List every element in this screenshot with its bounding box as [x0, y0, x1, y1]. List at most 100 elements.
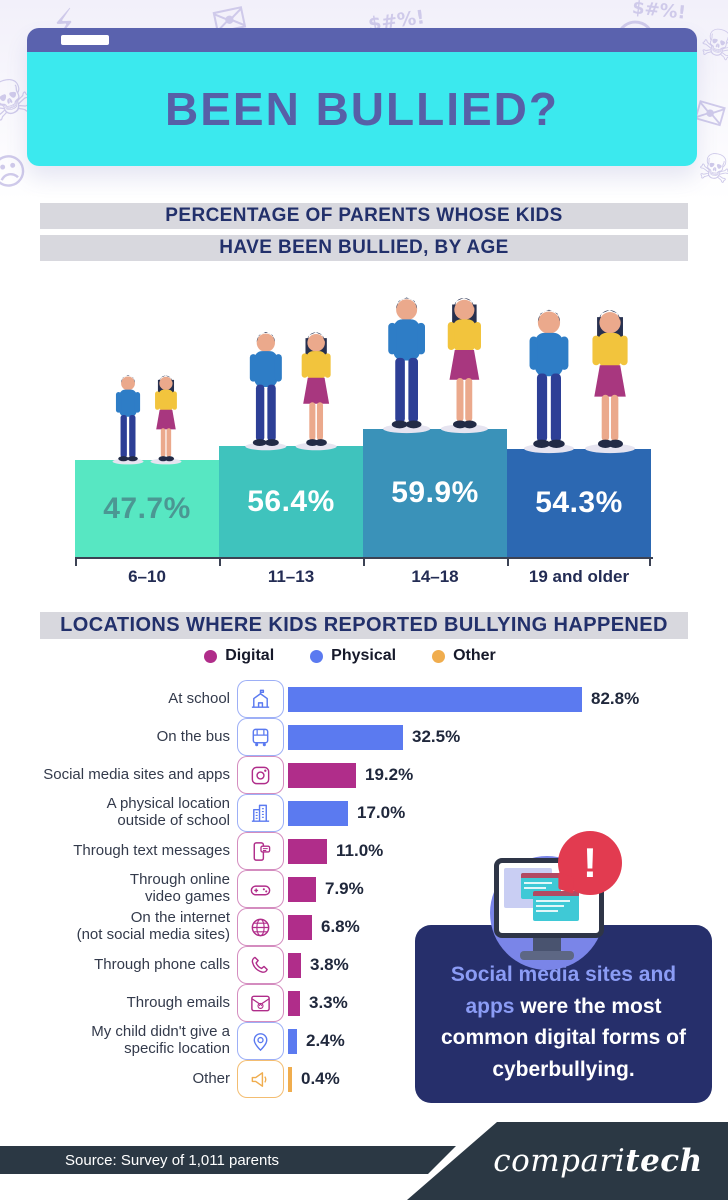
- location-row: Through emails 3.3%: [0, 984, 728, 1022]
- age-axis-label: 6–10: [128, 567, 166, 586]
- location-row: At school 82.8%: [0, 680, 728, 718]
- location-row: Through phone calls 3.8%: [0, 946, 728, 984]
- gamepad-icon: [237, 870, 284, 908]
- age-axis-label: 14–18: [411, 567, 459, 586]
- age-bar-value: 54.3%: [535, 486, 623, 519]
- location-value: 0.4%: [301, 1069, 340, 1088]
- age-column: 54.3%: [507, 306, 651, 557]
- city-buildings-icon: [237, 794, 284, 832]
- age-axis-label: 11–13: [267, 567, 315, 586]
- brand-block: comparitech: [407, 1122, 728, 1200]
- location-value: 7.9%: [325, 879, 364, 898]
- location-bar: [288, 800, 348, 826]
- location-label: On the internet (not social media sites): [76, 909, 230, 943]
- location-bar: [288, 686, 582, 712]
- age-axis-label: 19 and older: [528, 567, 630, 586]
- location-label: Other: [192, 1069, 230, 1087]
- legend-label: Physical: [331, 647, 397, 664]
- location-row: Other 0.4%: [0, 1060, 728, 1098]
- location-label: Social media sites and apps: [43, 765, 230, 783]
- age-column: 47.7%: [75, 373, 219, 557]
- age-bar: 56.4%: [219, 446, 363, 557]
- email-skull-icon: [237, 984, 284, 1022]
- megaphone-icon: [237, 1060, 284, 1098]
- location-bar: [288, 952, 301, 978]
- window-body: BEEN BULLIED?: [27, 52, 697, 166]
- axis-tick: [363, 557, 365, 566]
- location-value: 32.5%: [412, 727, 461, 746]
- bus-icon: [237, 718, 284, 756]
- locations-section-title: LOCATIONS WHERE KIDS REPORTED BULLYING H…: [40, 612, 688, 639]
- people-illustration: [231, 329, 351, 451]
- location-value: 6.8%: [321, 917, 360, 936]
- location-bar: [288, 914, 312, 940]
- legend-item: Physical: [310, 647, 396, 665]
- location-bar: [288, 724, 403, 750]
- alert-bubble-icon: !: [558, 831, 622, 895]
- people-illustration: [367, 294, 504, 434]
- legend-label: Digital: [225, 647, 275, 664]
- callout-text: Social media sites and apps were the mos…: [435, 959, 692, 1085]
- location-bar: [288, 838, 327, 864]
- chart-legend: Digital Physical Other: [0, 647, 700, 665]
- location-label: Through emails: [126, 993, 230, 1011]
- comparitech-logo: comparitech: [493, 1143, 703, 1179]
- axis-tick: [649, 557, 651, 566]
- location-bar: [288, 876, 316, 902]
- axis-tick: [219, 557, 221, 566]
- age-bar: 54.3%: [507, 449, 651, 557]
- location-value: 3.8%: [310, 955, 349, 974]
- location-bar: [288, 762, 356, 788]
- monitor-stand: [533, 938, 561, 952]
- location-label: At school: [168, 689, 230, 707]
- legend-label: Other: [453, 647, 496, 664]
- location-row: On the bus 32.5%: [0, 718, 728, 756]
- digital-legend-dot-icon: [204, 649, 218, 663]
- locations-rows: At school 82.8% On the bus 32.5% Social medi…: [0, 680, 728, 1098]
- location-bar: [288, 1028, 297, 1054]
- people-illustration: [507, 306, 652, 454]
- age-section-title-line1: PERCENTAGE OF PARENTS WHOSE KIDS: [40, 203, 688, 229]
- people-illustration: [102, 373, 192, 465]
- location-row: A physical location outside of school 17.0…: [0, 794, 728, 832]
- source-text: Source: Survey of 1,011 parents: [65, 1151, 280, 1169]
- axis-tick: [75, 557, 77, 566]
- physical-legend-dot-icon: [310, 649, 324, 663]
- social-media-icon: [237, 756, 284, 794]
- location-row: My child didn't give a specific location 2…: [0, 1022, 728, 1060]
- map-pin-icon: [237, 1022, 284, 1060]
- location-label: Through phone calls: [94, 955, 230, 973]
- other-legend-dot-icon: [432, 649, 446, 663]
- location-value: 17.0%: [357, 803, 406, 822]
- location-label: A physical location outside of school: [106, 795, 230, 829]
- age-bar-chart: 47.7% 56.4% 59.9% 54.3%: [75, 288, 651, 557]
- location-row: On the internet (not social media sites) 6…: [0, 908, 728, 946]
- age-bar-value: 59.9%: [391, 476, 479, 509]
- school-icon: [237, 680, 284, 718]
- callout-highlight: Social media sites and apps: [450, 963, 677, 1018]
- window-title-bar: [27, 28, 697, 52]
- age-section-title-line2: HAVE BEEN BULLIED, BY AGE: [40, 235, 688, 261]
- age-bar-value: 56.4%: [247, 484, 335, 518]
- location-label: On the bus: [156, 727, 230, 745]
- location-label: Through text messages: [73, 841, 230, 859]
- text-message-icon: [237, 832, 284, 870]
- location-row: Through text messages 11.0%: [0, 832, 728, 870]
- location-value: 82.8%: [591, 689, 640, 708]
- location-label: Through online video games: [129, 871, 230, 905]
- location-row: Through online video games 7.9%: [0, 870, 728, 908]
- location-value: 11.0%: [336, 841, 384, 860]
- location-bar: [288, 990, 300, 1016]
- legend-item: Other: [432, 647, 496, 665]
- age-bar-value: 47.7%: [103, 491, 191, 525]
- callout-rest: were the most common digital forms of cy…: [440, 994, 686, 1081]
- window-button: [61, 35, 109, 45]
- phone-icon: [237, 946, 284, 984]
- globe-icon: [237, 908, 284, 946]
- location-row: Social media sites and apps 19.2%: [0, 756, 728, 794]
- header-window: BEEN BULLIED?: [27, 28, 697, 166]
- monitor-illustration-icon: [494, 858, 604, 938]
- page-title: BEEN BULLIED?: [165, 83, 559, 135]
- location-bar: [288, 1066, 292, 1092]
